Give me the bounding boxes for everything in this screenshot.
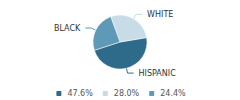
svg-text:24.4%: 24.4% — [160, 89, 186, 98]
svg-text:28.0%: 28.0% — [114, 89, 140, 98]
svg-text:WHITE: WHITE — [147, 10, 173, 19]
svg-text:47.6%: 47.6% — [67, 89, 93, 98]
svg-text:BLACK: BLACK — [54, 24, 81, 33]
svg-text:HISPANIC: HISPANIC — [139, 69, 177, 78]
